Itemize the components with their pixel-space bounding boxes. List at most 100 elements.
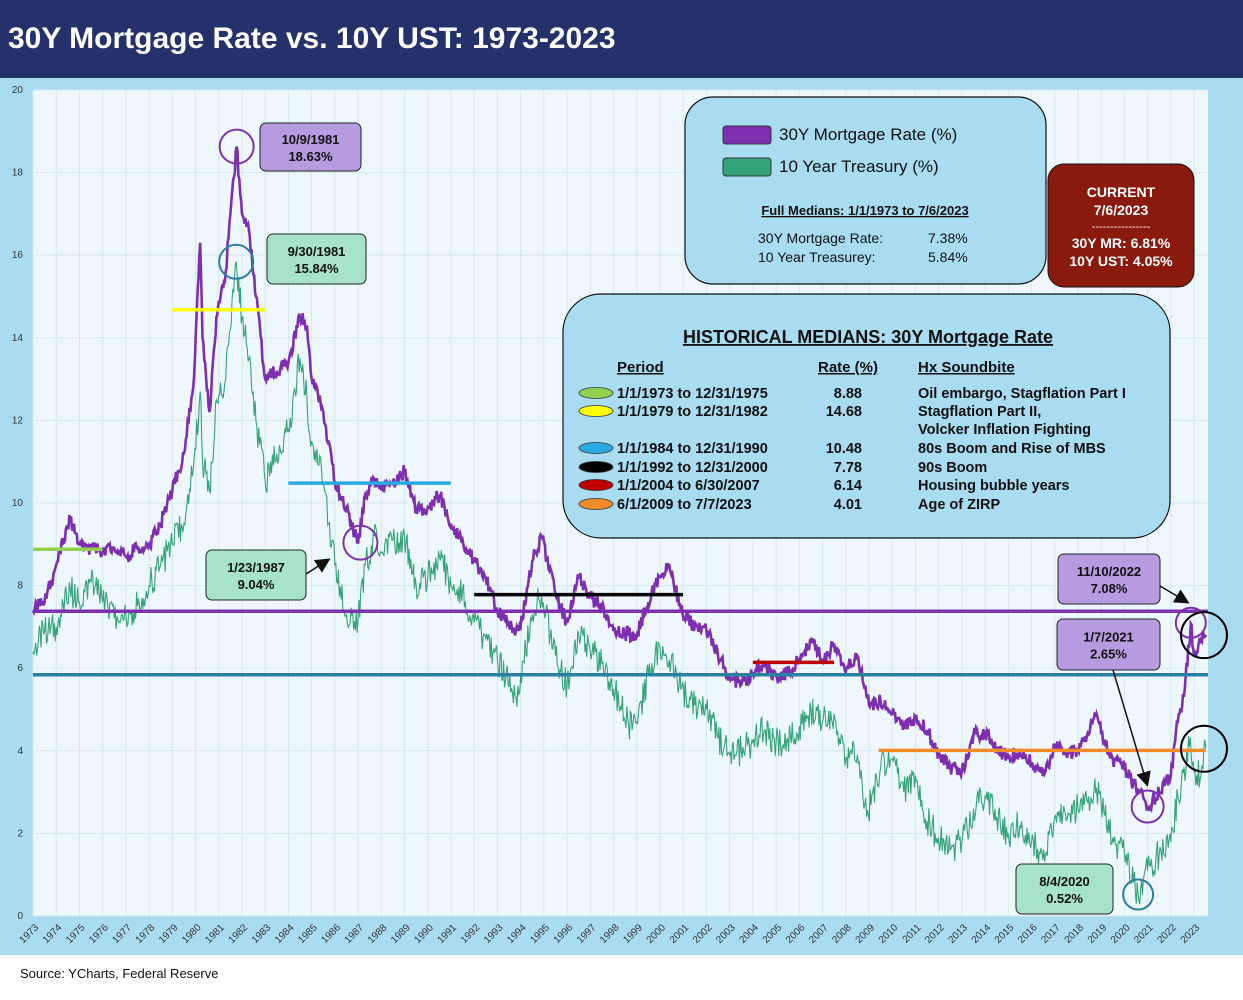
x-tick-label: 2000 bbox=[645, 922, 669, 946]
x-tick-label: 1977 bbox=[110, 922, 134, 946]
x-tick-label: 1998 bbox=[598, 922, 622, 946]
source-note: Source: YCharts, Federal Reserve bbox=[20, 966, 219, 981]
x-tick-label: 1990 bbox=[412, 922, 436, 946]
historical-row-period: 1/1/1973 to 12/31/1975 bbox=[617, 386, 768, 402]
x-tick-label: 1991 bbox=[436, 922, 460, 946]
x-tick-label: 2006 bbox=[784, 922, 808, 946]
current-box-bg bbox=[1047, 163, 1195, 288]
x-tick-label: 2023 bbox=[1179, 922, 1203, 946]
y-tick-label: 0 bbox=[17, 911, 23, 922]
series-line-30y-mortgage bbox=[31, 146, 1208, 814]
historical-row-soundbite: Stagflation Part II, bbox=[918, 404, 1041, 420]
callout-2020: 8/4/2020 0.52% bbox=[1015, 863, 1114, 915]
x-tick-label: 1988 bbox=[366, 922, 390, 946]
historical-row-rate: 8.88 bbox=[834, 386, 862, 402]
x-tick-label: 2020 bbox=[1109, 922, 1133, 946]
current-mortgage-rate: 30Y MR: 6.81% bbox=[1072, 235, 1171, 251]
y-tick-label: 12 bbox=[12, 415, 24, 426]
x-tick-label: 1978 bbox=[134, 922, 158, 946]
legend-swatch bbox=[722, 125, 772, 145]
x-tick-label: 2018 bbox=[1063, 922, 1087, 946]
x-tick-label: 1982 bbox=[227, 922, 251, 946]
x-tick-label: 1996 bbox=[552, 922, 576, 946]
current-separator: ---------------- bbox=[1092, 221, 1151, 233]
x-tick-label: 2003 bbox=[714, 922, 738, 946]
callout-value: 15.84% bbox=[294, 261, 339, 276]
x-tick-label: 1997 bbox=[575, 922, 599, 946]
callout-box bbox=[266, 233, 367, 285]
x-tick-label: 1999 bbox=[621, 922, 645, 946]
historical-row-swatch bbox=[578, 442, 614, 454]
x-tick-label: 2004 bbox=[737, 922, 761, 946]
callout-box bbox=[205, 549, 307, 601]
historical-row-swatch bbox=[578, 479, 614, 491]
historical-header-period: Period bbox=[617, 359, 664, 376]
legend-medians-title: Full Medians: 1/1/1973 to 7/6/2023 bbox=[761, 203, 968, 218]
legend-median-label: 10 Year Treasurey: bbox=[758, 249, 876, 265]
x-tick-label: 1985 bbox=[296, 922, 320, 946]
historical-row-swatch bbox=[578, 405, 614, 417]
x-tick-label: 1979 bbox=[157, 922, 181, 946]
x-tick-label: 1975 bbox=[64, 922, 88, 946]
y-tick-label: 14 bbox=[12, 333, 24, 344]
historical-row-swatch bbox=[578, 461, 614, 473]
callout-date: 11/10/2022 bbox=[1077, 564, 1141, 579]
chart-title: 30Y Mortgage Rate vs. 10Y UST: 1973-2023 bbox=[8, 22, 616, 55]
historical-row-period: 1/1/1992 to 12/31/2000 bbox=[617, 460, 768, 476]
x-tick-label: 2014 bbox=[970, 922, 994, 946]
legend-label: 30Y Mortgage Rate (%) bbox=[779, 125, 957, 144]
arrow-2021 bbox=[1112, 669, 1151, 787]
arrow-2022 bbox=[1159, 585, 1190, 604]
x-tick-label: 1986 bbox=[319, 922, 343, 946]
callout-date: 8/4/2020 bbox=[1039, 874, 1090, 889]
x-tick-label: 1973 bbox=[18, 922, 42, 946]
historical-row-swatch bbox=[578, 498, 614, 510]
x-tick-label: 1987 bbox=[343, 922, 367, 946]
x-tick-label: 2011 bbox=[901, 922, 924, 945]
callout-value: 9.04% bbox=[238, 577, 275, 592]
historical-row-soundbite: Oil embargo, Stagflation Part I bbox=[918, 386, 1126, 402]
legend-box: 30Y Mortgage Rate (%) 10 Year Treasury (%… bbox=[684, 96, 1047, 285]
historical-row-period: 1/1/1984 to 12/31/1990 bbox=[617, 441, 768, 457]
historical-row-soundbite-line2: Volcker Inflation Fighting bbox=[918, 422, 1091, 438]
x-tick-label: 1976 bbox=[87, 922, 111, 946]
highlight-circle-1987 bbox=[342, 524, 379, 561]
historical-row-soundbite: Housing bubble years bbox=[918, 478, 1069, 494]
y-tick-label: 16 bbox=[12, 250, 24, 261]
legend-label: 10 Year Treasury (%) bbox=[779, 157, 939, 176]
x-tick-label: 2007 bbox=[807, 922, 831, 946]
callout-value: 0.52% bbox=[1046, 891, 1083, 906]
historical-row-swatch bbox=[578, 387, 614, 399]
x-tick-label: 1974 bbox=[41, 922, 65, 946]
historical-bg bbox=[562, 293, 1171, 539]
historical-header-rate: Rate (%) bbox=[818, 359, 878, 376]
x-tick-label: 1994 bbox=[505, 922, 529, 946]
x-tick-label: 2017 bbox=[1039, 922, 1063, 946]
x-tick-label: 1992 bbox=[459, 922, 483, 946]
legend-median-label: 30Y Mortgage Rate: bbox=[758, 230, 883, 246]
historical-row-rate: 6.14 bbox=[834, 478, 862, 494]
legend-median-value: 5.84% bbox=[928, 249, 968, 265]
historical-medians-box: HISTORICAL MEDIANS: 30Y Mortgage Rate Per… bbox=[562, 293, 1171, 539]
callout-1987: 1/23/1987 9.04% bbox=[205, 549, 307, 601]
highlight-circle-current-treasury bbox=[1180, 724, 1228, 773]
y-tick-label: 18 bbox=[12, 168, 24, 179]
historical-row-rate: 7.78 bbox=[834, 460, 862, 476]
x-tick-label: 1989 bbox=[389, 922, 413, 946]
callout-box bbox=[259, 122, 362, 172]
callout-date: 9/30/1981 bbox=[288, 244, 346, 259]
highlight-circle-2020 bbox=[1122, 878, 1155, 911]
x-tick-label: 1984 bbox=[273, 922, 297, 946]
title-bar: 30Y Mortgage Rate vs. 10Y UST: 1973-2023 bbox=[0, 0, 1243, 78]
x-tick-label: 2008 bbox=[830, 922, 854, 946]
y-tick-label: 10 bbox=[12, 498, 24, 509]
series-line-10y-treasury bbox=[32, 261, 1207, 905]
x-tick-label: 2022 bbox=[1155, 922, 1179, 946]
highlight-circle-1981-mortgage bbox=[218, 128, 255, 165]
x-tick-label: 1993 bbox=[482, 922, 506, 946]
x-tick-label: 2012 bbox=[923, 922, 947, 946]
arrow-1987 bbox=[305, 558, 331, 575]
x-tick-label: 2016 bbox=[1016, 922, 1040, 946]
highlight-circle-2022 bbox=[1174, 606, 1207, 639]
